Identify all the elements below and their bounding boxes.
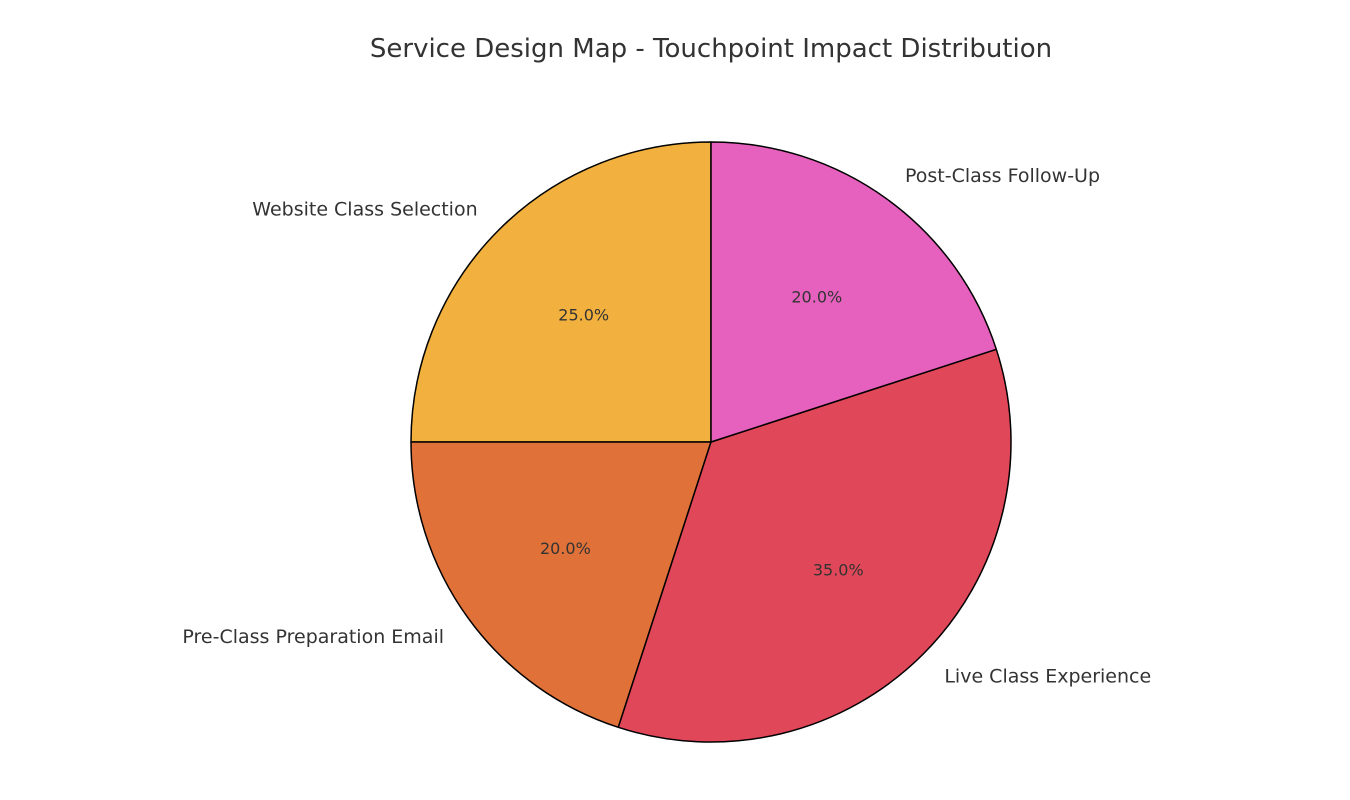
pie-slice-3 xyxy=(710,141,998,443)
slice-percent-label: 20.0% xyxy=(791,287,842,306)
slice-percent-label: 25.0% xyxy=(558,306,609,325)
pie-labels: Website Class Selection 25.0% Pre-Class Pr… xyxy=(182,165,1151,687)
slice-label: Live Class Experience xyxy=(944,665,1151,687)
chart-title: Service Design Map - Touchpoint Impact D… xyxy=(370,34,1052,64)
slice-label: Post-Class Follow-Up xyxy=(905,165,1100,187)
pie-slice-2 xyxy=(617,348,1012,743)
pie-slice-1 xyxy=(410,441,712,729)
pie-slice-0 xyxy=(410,141,712,443)
slice-label: Pre-Class Preparation Email xyxy=(182,626,444,648)
slice-percent-label: 35.0% xyxy=(813,560,864,579)
pie-slices xyxy=(410,141,1012,743)
slice-percent-label: 20.0% xyxy=(540,539,591,558)
slice-label: Website Class Selection xyxy=(252,199,477,221)
